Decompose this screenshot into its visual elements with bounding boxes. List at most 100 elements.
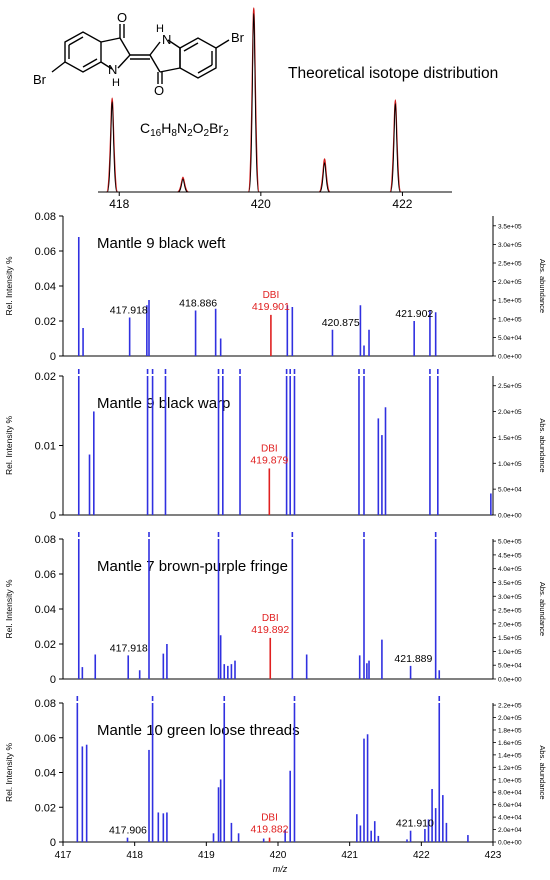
panel-2-y-tick-label-0: 0 bbox=[50, 510, 56, 522]
panel-4-right-tick-label-9: 1.8e+05 bbox=[498, 727, 522, 734]
left-five-ring-bond-d bbox=[100, 61, 113, 70]
panel-2-y-axis-label: Rel. Intensity % bbox=[4, 416, 14, 475]
formula-n-count: 2 bbox=[187, 128, 193, 139]
panel-3-peak-annotation-0: 417.918 bbox=[110, 642, 148, 654]
panel-2-right-tick-label-0: 0.0e+00 bbox=[498, 513, 522, 520]
panel-4-right-tick-label-6: 1.2e+05 bbox=[498, 765, 522, 772]
panel-4-x-axis-label: m/z bbox=[273, 864, 288, 874]
panel-1-right-tick-label-6: 3.0e+05 bbox=[498, 242, 522, 249]
panel-1-right-tick-label-4: 2.0e+05 bbox=[498, 279, 522, 286]
panel-1-y-axis-label: Rel. Intensity % bbox=[4, 256, 14, 315]
spectrum-panel-mantle-9-weft: 0 0.02 0.04 0.06 0.08 0.0e+00 5.0e+04 1.0e+05 1.… bbox=[4, 211, 547, 363]
panel-3-right-tick-label-7: 3.5e+05 bbox=[498, 580, 522, 587]
left-benzene-ring bbox=[64, 31, 102, 73]
panel-4-y-tick-label-3: 0.06 bbox=[35, 733, 56, 745]
panel-4-x-tick-label-2: 419 bbox=[198, 850, 215, 861]
formula-h-count: 8 bbox=[171, 128, 177, 139]
panel-1-peak-annotation-1: 418.886 bbox=[179, 298, 217, 310]
isotope-peak-black-2 bbox=[248, 13, 259, 193]
right-five-ring-bond-a bbox=[149, 41, 161, 56]
right-five-ring-bond-b bbox=[167, 39, 181, 49]
isotope-peak-red-1 bbox=[177, 176, 189, 193]
right-ring-double-bond-2 bbox=[197, 64, 213, 74]
structure-atom-labels: O O H N N H Br Br bbox=[33, 10, 245, 98]
panel-2-dbi-value: 419.879 bbox=[250, 454, 288, 466]
atom-n-top: N bbox=[162, 32, 171, 47]
panel-1-right-axis-label: Abs. abundance bbox=[538, 259, 547, 313]
isotope-x-tick-label-2: 422 bbox=[392, 197, 412, 211]
panel-3-y-axis-label: Rel. Intensity % bbox=[4, 579, 14, 638]
isotope-x-tick-label-1: 420 bbox=[251, 197, 271, 211]
panel-2-y-tick-label-1: 0.01 bbox=[35, 441, 56, 453]
panel-3-dbi-value: 419.892 bbox=[251, 624, 289, 636]
panel-3-right-axis-label: Abs. abundance bbox=[538, 582, 547, 636]
panel-2-right-tick-label-4: 2.0e+05 bbox=[498, 409, 522, 416]
atom-br-right: Br bbox=[231, 30, 245, 45]
panel-1-y-tick-label-0: 0 bbox=[50, 351, 56, 363]
panel-2-right-tick-label-5: 2.5e+05 bbox=[498, 383, 522, 390]
panel-4-x-tick-label-6: 423 bbox=[485, 850, 502, 861]
left-five-ring-bond-a bbox=[100, 37, 121, 43]
isotope-peak-black-3 bbox=[319, 162, 330, 193]
left-bromine-bond bbox=[51, 61, 66, 73]
dibromoindigo-structure bbox=[51, 24, 230, 84]
panel-2-right-axis-label: Abs. abundance bbox=[538, 418, 547, 472]
panel-4-x-tick-label-3: 420 bbox=[270, 850, 287, 861]
panel-4-dbi-label: DBI bbox=[261, 813, 278, 824]
panel-1-right-tick-label-1: 5.0e+04 bbox=[498, 335, 522, 342]
panel-2-dbi-label: DBI bbox=[261, 443, 278, 454]
atom-h-bottom: H bbox=[112, 77, 120, 89]
panel-3-right-tick-label-5: 2.5e+05 bbox=[498, 608, 522, 615]
panel-4-right-tick-label-7: 1.4e+05 bbox=[498, 752, 522, 759]
panel-4-y-tick-label-0: 0 bbox=[50, 837, 56, 849]
panel-4-right-tick-label-11: 2.2e+05 bbox=[498, 703, 522, 710]
panel-4-x-tick-label-5: 422 bbox=[413, 850, 430, 861]
panel-1-y-tick-label-4: 0.08 bbox=[35, 211, 56, 223]
isotope-peak-red-4 bbox=[389, 99, 402, 193]
panel-1-right-tick-label-2: 1.0e+05 bbox=[498, 316, 522, 323]
isotope-x-tick-label-0: 418 bbox=[109, 197, 129, 211]
right-ring-double-bond-1 bbox=[183, 42, 199, 52]
panel-3-y-tick-label-0: 0 bbox=[50, 674, 56, 686]
panel-4-peak-annotation-1: 421.910 bbox=[396, 818, 434, 830]
atom-o-top: O bbox=[117, 10, 127, 25]
isotope-peak-black-4 bbox=[390, 103, 401, 193]
panel-2-right-tick-label-1: 5.0e+04 bbox=[498, 487, 522, 494]
panel-1-right-tick-label-0: 0.0e+00 bbox=[498, 354, 522, 361]
panel-4-x-tick-label-0: 417 bbox=[55, 850, 72, 861]
panel-1-y-tick-label-2: 0.04 bbox=[35, 281, 56, 293]
panel-1-peak-annotation-0: 417.918 bbox=[110, 305, 148, 317]
right-five-ring-bond-d bbox=[159, 67, 181, 73]
left-five-ring-bond-c bbox=[117, 54, 131, 69]
spectrum-panel-mantle-9-warp: 0 0.01 0.02 0.0e+00 5.0e+04 1.0e+05 1.5e+05 2.0… bbox=[4, 369, 547, 522]
panel-4-right-tick-label-1: 2.0e+04 bbox=[498, 827, 522, 834]
panel-3-y-tick-label-3: 0.06 bbox=[35, 569, 56, 581]
formula-o-count: 2 bbox=[204, 128, 210, 139]
panel-3-peak-annotation-1: 421.889 bbox=[394, 653, 432, 665]
atom-o-bottom: O bbox=[154, 83, 164, 98]
panel-3-y-tick-label-4: 0.08 bbox=[35, 534, 56, 546]
panel-1-peak-annotation-3: 421.902 bbox=[395, 308, 433, 320]
panel-3-y-tick-label-1: 0.02 bbox=[35, 639, 56, 651]
panel-4-dbi-value: 419.882 bbox=[251, 824, 289, 836]
panel-1-right-tick-label-7: 3.5e+05 bbox=[498, 223, 522, 230]
panel-1-title: Mantle 9 black weft bbox=[97, 235, 226, 252]
panel-4-title: Mantle 10 green loose threads bbox=[97, 722, 300, 739]
panel-2-right-tick-label-2: 1.0e+05 bbox=[498, 461, 522, 468]
panel-4-y-tick-label-4: 0.08 bbox=[35, 698, 56, 710]
isotope-chart-title: Theoretical isotope distribution bbox=[288, 65, 498, 82]
panel-4-right-tick-label-2: 4.0e+04 bbox=[498, 815, 522, 822]
panel-3-right-tick-label-0: 0.0e+00 bbox=[498, 677, 522, 684]
isotope-peak-black-1 bbox=[178, 178, 188, 193]
panel-4-right-tick-label-0: 0.0e+00 bbox=[498, 840, 522, 847]
panel-3-dbi-label: DBI bbox=[262, 613, 279, 624]
panel-3-right-tick-label-3: 1.5e+05 bbox=[498, 635, 522, 642]
panel-3-right-tick-label-10: 5.0e+05 bbox=[498, 539, 522, 546]
left-ring-double-bond-1 bbox=[68, 36, 84, 46]
isotope-distribution-chart: Theoretical isotope distribution 418 420 42… bbox=[98, 7, 498, 211]
formula-c-count: 16 bbox=[150, 128, 162, 139]
panel-4-right-tick-label-3: 6.0e+04 bbox=[498, 802, 522, 809]
panel-3-right-tick-label-8: 4.0e+05 bbox=[498, 566, 522, 573]
atom-h-top: H bbox=[156, 23, 164, 35]
spectrum-panel-mantle-10-threads: 0 0.02 0.04 0.06 0.08 0.0e+00 2.0e+04 4.0e+04 6.… bbox=[4, 696, 547, 874]
